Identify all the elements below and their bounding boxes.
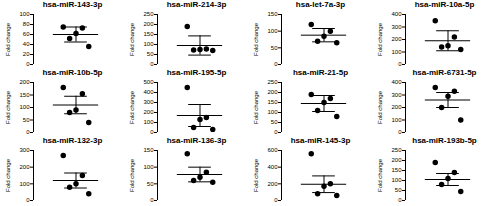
svg-text:100: 100 [19,11,30,17]
svg-text:500: 500 [143,79,154,85]
svg-text:600: 600 [267,147,278,153]
html-text:hsa-miR-214-3p: hsa-miR-214-3p [166,0,227,9]
svg-text:150: 150 [267,11,278,17]
svg-text:Fold change: Fold change [377,158,383,192]
svg-text:Fold change: Fold change [253,158,259,192]
svg-text:0: 0 [274,61,278,67]
svg-text:400: 400 [391,11,402,17]
svg-text:100: 100 [19,181,30,187]
svg-text:200: 200 [143,21,154,27]
html-text:hsa-let-7a-3p: hsa-let-7a-3p [295,0,346,9]
svg-text:Fold change: Fold change [5,158,11,192]
html-text:hsa-miR-6731-5p: hsa-miR-6731-5p [412,68,477,77]
svg-text:80: 80 [23,21,30,27]
svg-text:0: 0 [274,129,278,135]
svg-text:200: 200 [19,164,30,170]
svg-text:150: 150 [143,147,154,153]
svg-text:60: 60 [23,31,30,37]
svg-text:200: 200 [267,181,278,187]
svg-text:20: 20 [23,51,30,57]
svg-text:100: 100 [143,41,154,47]
svg-text:200: 200 [391,157,402,163]
html-text:hsa-miR-132-3p: hsa-miR-132-3p [42,136,103,145]
svg-text:150: 150 [391,167,402,173]
svg-text:0: 0 [274,197,278,203]
html-text:hsa-miR-195-5p: hsa-miR-195-5p [166,68,227,77]
html-text:hsa-miR-193b-5p: hsa-miR-193b-5p [412,136,477,145]
html-text:hsa-miR-136-3p: hsa-miR-136-3p [166,136,227,145]
svg-text:50: 50 [395,187,402,193]
html-text:hsa-miR-145-3p: hsa-miR-145-3p [290,136,351,145]
svg-text:100: 100 [391,49,402,55]
svg-text:250: 250 [267,79,278,85]
svg-text:200: 200 [267,89,278,95]
svg-text:150: 150 [267,99,278,105]
svg-text:Fold change: Fold change [5,22,11,56]
svg-text:300: 300 [391,92,402,98]
svg-text:0: 0 [150,197,154,203]
svg-text:50: 50 [271,45,278,51]
svg-text:150: 150 [19,92,30,98]
svg-text:Fold change: Fold change [253,22,259,56]
svg-text:Fold change: Fold change [377,22,383,56]
svg-text:250: 250 [391,147,402,153]
svg-text:250: 250 [143,11,154,17]
svg-text:200: 200 [143,109,154,115]
svg-text:100: 100 [391,177,402,183]
svg-text:300: 300 [391,24,402,30]
svg-text:0: 0 [150,129,154,135]
svg-text:Fold change: Fold change [377,90,383,124]
svg-text:100: 100 [143,119,154,125]
svg-text:40: 40 [23,41,30,47]
svg-text:300: 300 [19,147,30,153]
svg-text:400: 400 [143,89,154,95]
svg-text:400: 400 [267,164,278,170]
html-text:hsa-miR-143-3p: hsa-miR-143-3p [42,0,103,9]
svg-text:Fold change: Fold change [5,90,11,124]
svg-text:Fold change: Fold change [253,90,259,124]
svg-text:400: 400 [391,79,402,85]
html-text:hsa-miR-21-5p: hsa-miR-21-5p [292,68,349,77]
svg-text:100: 100 [143,164,154,170]
svg-text:100: 100 [19,104,30,110]
svg-text:Fold change: Fold change [129,90,135,124]
svg-text:0: 0 [26,61,30,67]
svg-text:200: 200 [391,104,402,110]
svg-text:0: 0 [398,61,402,67]
svg-text:50: 50 [23,117,30,123]
svg-text:50: 50 [271,119,278,125]
svg-text:100: 100 [267,109,278,115]
svg-text:0: 0 [398,129,402,135]
html-text:hsa-miR-10b-5p: hsa-miR-10b-5p [42,68,103,77]
svg-text:100: 100 [267,28,278,34]
svg-text:100: 100 [391,117,402,123]
svg-text:Fold change: Fold change [129,22,135,56]
svg-text:50: 50 [147,181,154,187]
svg-text:50: 50 [147,51,154,57]
html-text:hsa-miR-10a-5p: hsa-miR-10a-5p [414,0,475,9]
svg-text:0: 0 [26,129,30,135]
svg-text:0: 0 [26,197,30,203]
svg-text:150: 150 [143,31,154,37]
svg-text:Fold change: Fold change [129,158,135,192]
svg-text:300: 300 [143,99,154,105]
svg-text:0: 0 [398,197,402,203]
svg-text:200: 200 [19,79,30,85]
svg-text:200: 200 [391,36,402,42]
svg-text:0: 0 [150,61,154,67]
